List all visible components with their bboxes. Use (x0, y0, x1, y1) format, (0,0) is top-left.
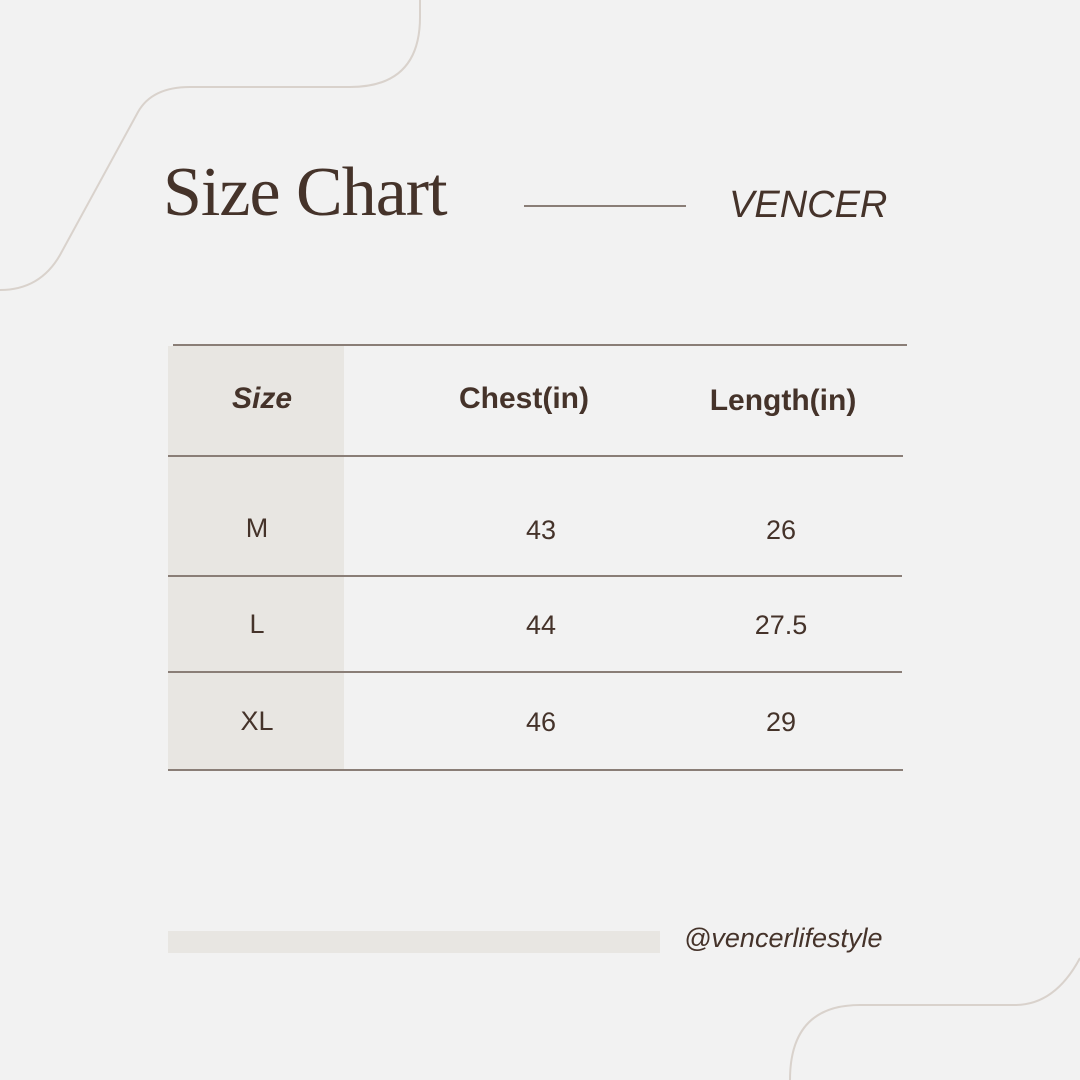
social-handle: @vencerlifestyle (684, 923, 883, 953)
cell-chest: 44 (525, 610, 557, 640)
header-chest: Chest(in) (459, 382, 589, 415)
cell-length: 27.5 (754, 610, 808, 640)
cell-size: M (245, 513, 269, 543)
table-rule-bottom (168, 769, 903, 771)
table-rule-top (173, 344, 907, 346)
cell-chest: 46 (525, 707, 557, 737)
brand-name: VENCER (729, 184, 888, 226)
header-length: Length(in) (709, 384, 857, 417)
footer-bar (168, 931, 660, 953)
table-rule-header (168, 455, 903, 457)
decorative-line-top (0, 0, 421, 291)
header-size: Size (231, 382, 293, 415)
table-rule-row (168, 671, 902, 673)
decorative-line-bottom (789, 957, 1080, 1080)
cell-size: XL (240, 706, 274, 736)
cell-chest: 43 (525, 515, 557, 545)
cell-length: 26 (765, 515, 797, 545)
table-rule-row (168, 575, 902, 577)
size-column-background (168, 346, 344, 769)
page-title: Size Chart (163, 154, 448, 231)
cell-length: 29 (765, 707, 797, 737)
title-divider (524, 205, 686, 207)
cell-size: L (249, 609, 265, 639)
